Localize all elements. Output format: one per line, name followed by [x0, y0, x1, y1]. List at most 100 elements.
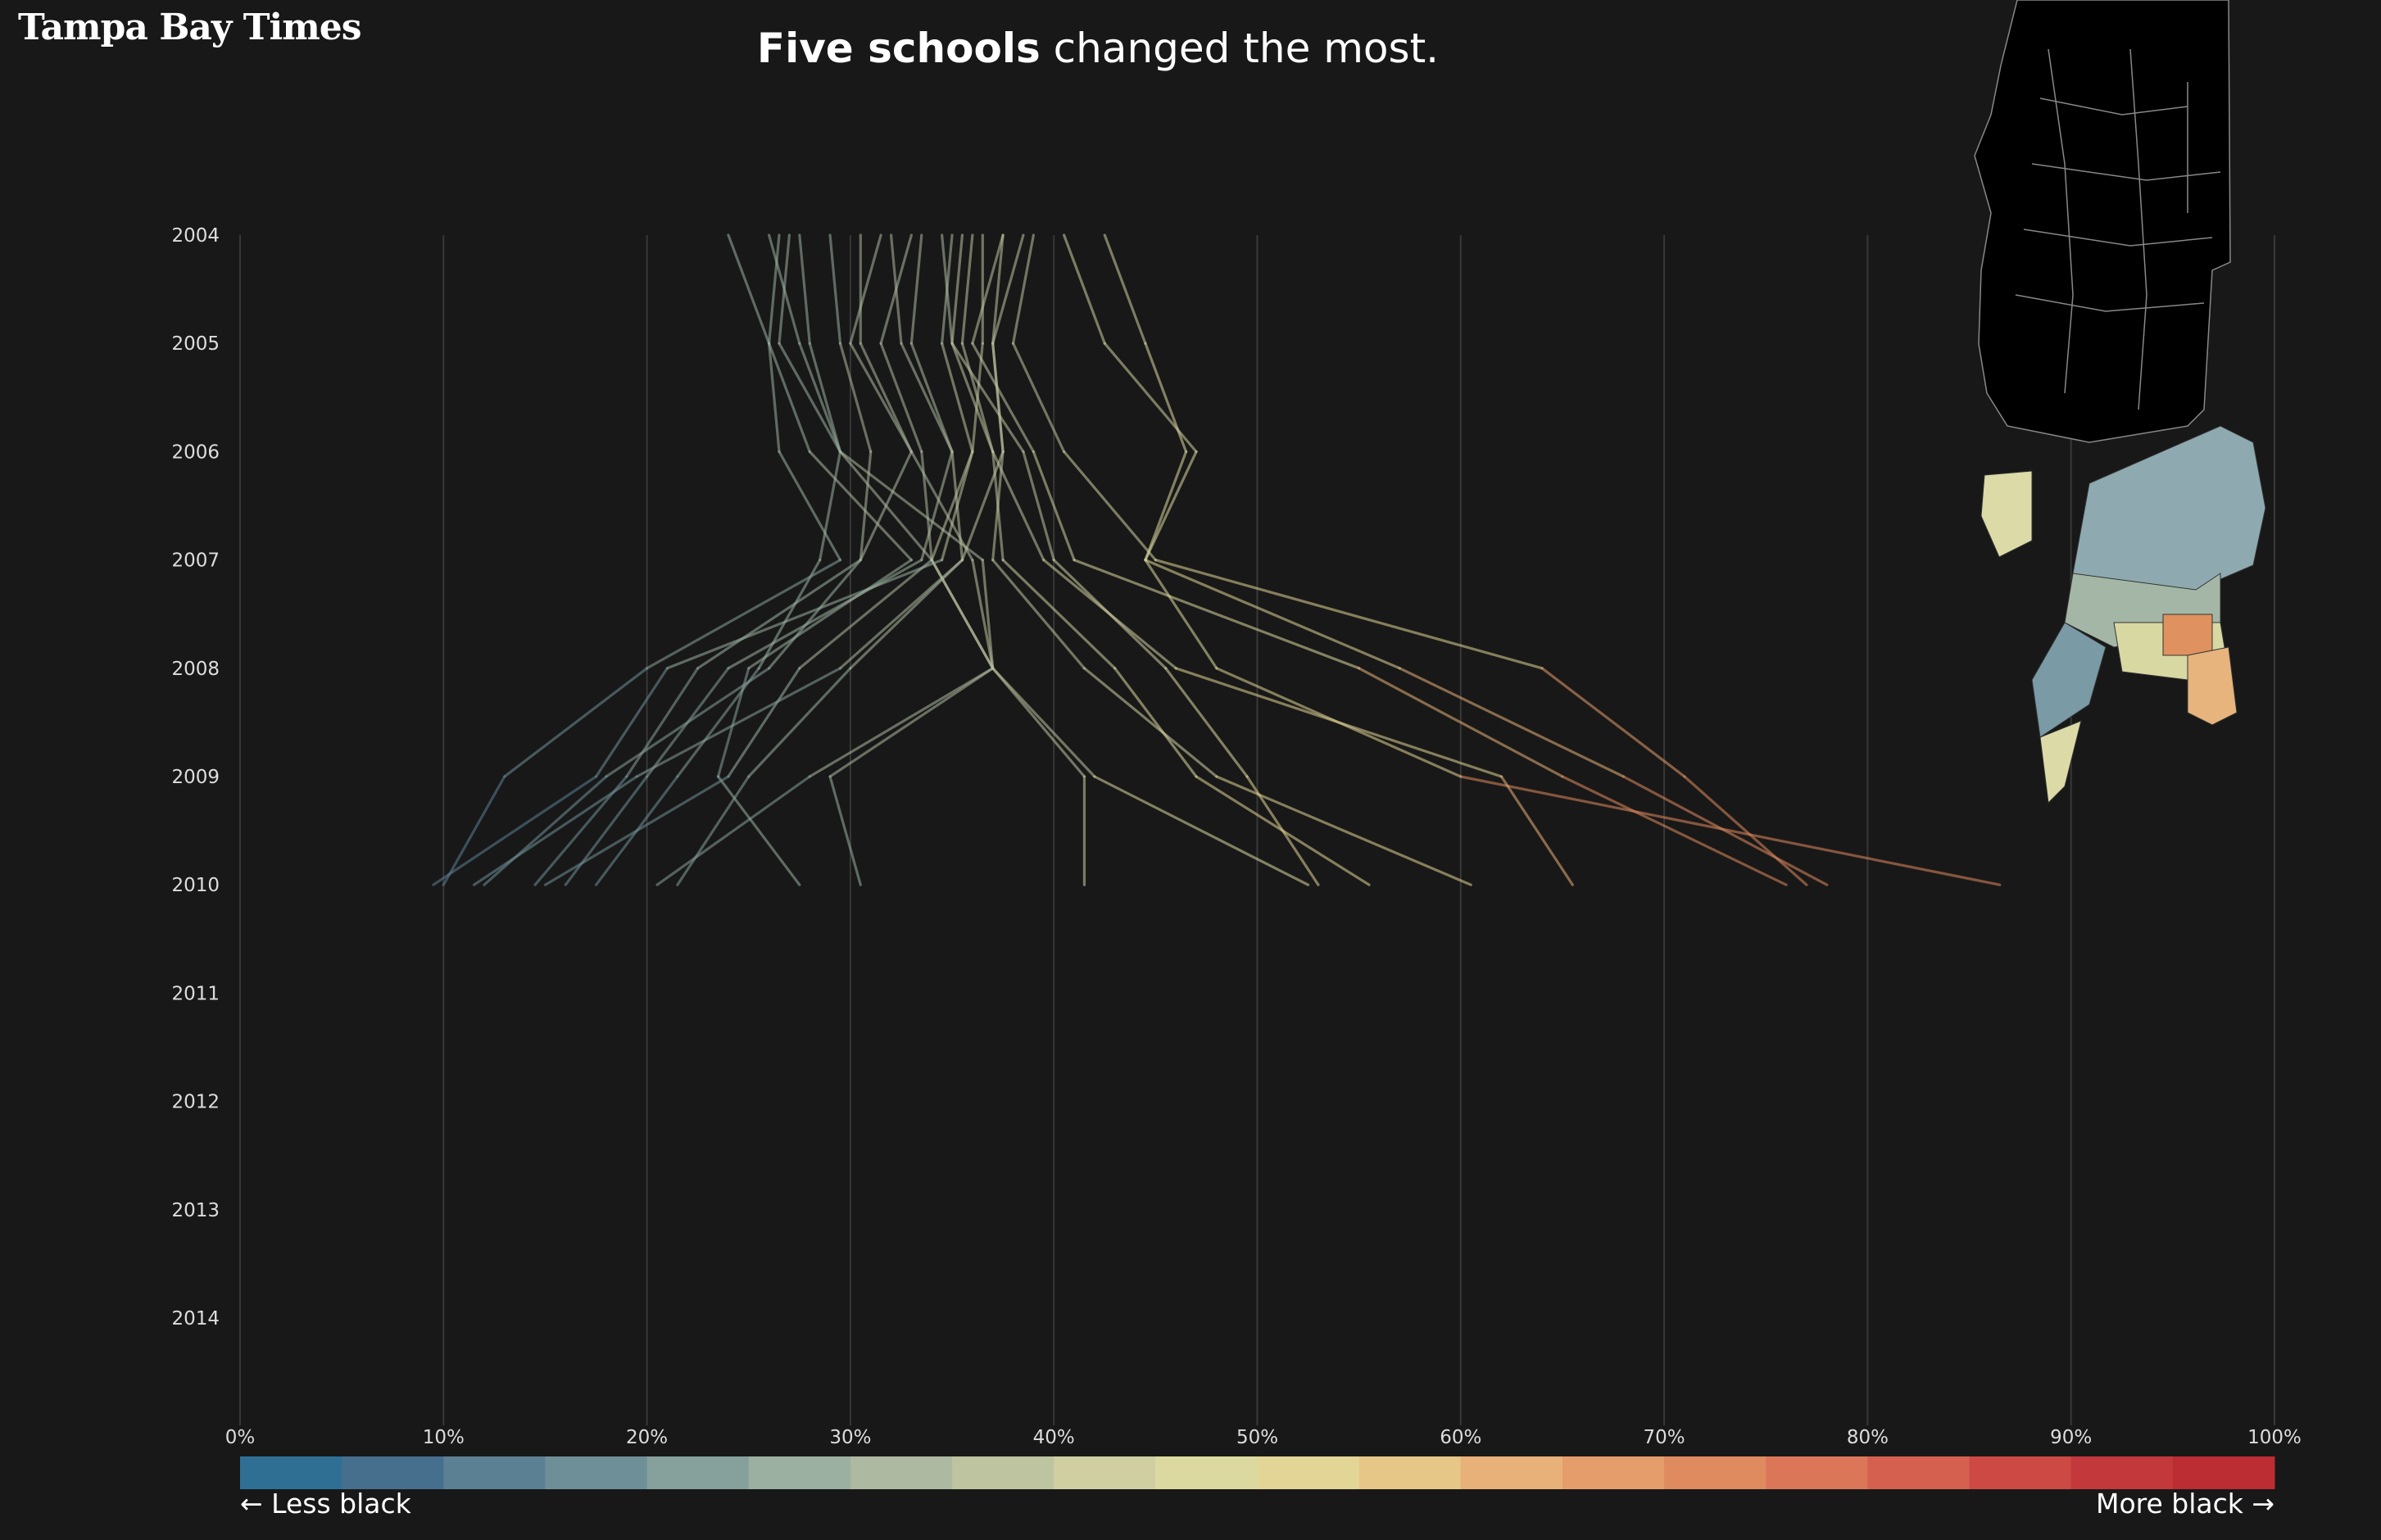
school-line-segment: [1144, 450, 1188, 562]
school-line-segment: [1499, 775, 1574, 886]
color-scale-swatch: [1155, 1456, 1258, 1489]
school-line-segment: [778, 342, 842, 454]
y-tick-label: 2012: [171, 1092, 220, 1113]
x-tick-label: 90%: [2050, 1427, 2092, 1448]
school-line-segment: [1001, 558, 1117, 670]
map-high-black-area: [2162, 614, 2213, 656]
school-line-segment: [676, 775, 751, 886]
y-tick-label: 2010: [171, 875, 220, 896]
color-scale-swatch: [1867, 1456, 1971, 1489]
school-line-segment: [859, 342, 913, 454]
map-south-tip: [2039, 720, 2082, 804]
school-line-segment: [767, 342, 811, 454]
brand-logo: Tampa Bay Times: [18, 7, 362, 48]
school-line-segment: [727, 558, 923, 670]
color-scale-swatch: [646, 1456, 750, 1489]
school-line-segment: [941, 450, 974, 562]
y-tick-label: 2005: [171, 333, 220, 355]
x-tick-label: 30%: [829, 1427, 871, 1448]
x-tick-label: 20%: [626, 1427, 668, 1448]
map-east-orange: [2187, 646, 2238, 726]
y-tick-label: 2008: [171, 659, 220, 680]
school-line-segment: [900, 342, 954, 454]
headline: Five schools changed the most.: [0, 25, 2196, 72]
y-tick-label: 2007: [171, 550, 220, 572]
x-tick-label: 60%: [1440, 1427, 1481, 1448]
school-line-segment: [1459, 775, 2002, 886]
school-line-segment: [960, 233, 974, 345]
school-line-segment: [1113, 667, 1198, 778]
school-line-segment: [971, 558, 995, 670]
school-line-segment: [859, 450, 873, 562]
school-line-segment: [941, 233, 954, 345]
school-line-segment: [971, 342, 984, 454]
school-line-segment: [1195, 775, 1371, 886]
y-tick-label: 2004: [171, 225, 220, 247]
school-line-segment: [819, 450, 842, 562]
x-tick-label: 70%: [1644, 1427, 1685, 1448]
school-line-segment: [828, 667, 995, 778]
school-line-segment: [1683, 775, 1808, 886]
school-line-segment: [1358, 667, 1564, 778]
school-line-segment: [960, 450, 1005, 562]
school-line-segment: [1093, 775, 1310, 886]
headline-rest: changed the most.: [1040, 25, 1440, 72]
school-line-segment: [767, 558, 862, 670]
school-line-segment: [879, 342, 923, 454]
map-northern-counties: [1974, 0, 2231, 443]
school-line-segment: [1103, 342, 1198, 454]
school-line-segment: [767, 233, 781, 345]
school-line-segment: [594, 667, 669, 778]
less-black-label: ← Less black: [240, 1488, 411, 1520]
school-line-segment: [909, 450, 974, 562]
y-tick-label: 2011: [171, 983, 220, 1004]
school-line-segment: [503, 667, 649, 778]
school-line-segment: [828, 233, 842, 345]
school-line-segment: [1032, 450, 1076, 562]
school-line-segment: [838, 450, 984, 562]
school-line-segment: [1022, 450, 1055, 562]
school-line-segment: [747, 667, 852, 778]
school-line-segment: [991, 450, 1005, 562]
school-line-segment: [920, 450, 933, 562]
color-scale-swatch: [1664, 1456, 1766, 1489]
school-line-segment: [909, 233, 923, 345]
school-line-segment: [889, 233, 903, 345]
school-line-segment: [1052, 558, 1168, 670]
school-line-segment: [696, 558, 862, 670]
school-line-segment: [1144, 450, 1198, 562]
school-line-segment: [747, 558, 913, 670]
school-line-segment: [808, 450, 913, 562]
school-line-segment: [1174, 667, 1503, 778]
school-line-segment: [808, 667, 995, 778]
school-line-segment: [950, 233, 964, 345]
y-tick-label: 2006: [171, 442, 220, 463]
x-tick-label: 10%: [423, 1427, 465, 1448]
school-line-segment: [1011, 342, 1066, 454]
color-scale-swatch: [1562, 1456, 1665, 1489]
color-scale-swatch: [850, 1456, 953, 1489]
color-scale-swatch: [1054, 1456, 1156, 1489]
school-line-segment: [778, 450, 842, 562]
x-tick-label: 40%: [1033, 1427, 1075, 1448]
school-line-segment: [1011, 233, 1035, 345]
color-scale-swatch: [342, 1456, 444, 1489]
school-line-segment: [838, 342, 873, 454]
school-line-segment: [798, 342, 842, 454]
school-line-segment: [808, 342, 842, 454]
color-scale-swatch: [1969, 1456, 2072, 1489]
school-line-segment: [1540, 667, 1686, 778]
school-line-segment: [1154, 558, 1544, 670]
school-line-segment: [605, 667, 771, 778]
school-line-segment: [849, 342, 913, 454]
school-line-segment: [625, 667, 700, 778]
school-line-segment: [950, 342, 995, 454]
school-line-segment: [950, 342, 1025, 454]
school-line-segment: [727, 667, 801, 778]
school-line-segment: [828, 775, 862, 886]
school-line-segment: [1073, 558, 1361, 670]
school-line-segment: [645, 558, 842, 670]
school-line-segment: [1063, 233, 1106, 345]
color-scale-swatch: [2070, 1456, 2174, 1489]
